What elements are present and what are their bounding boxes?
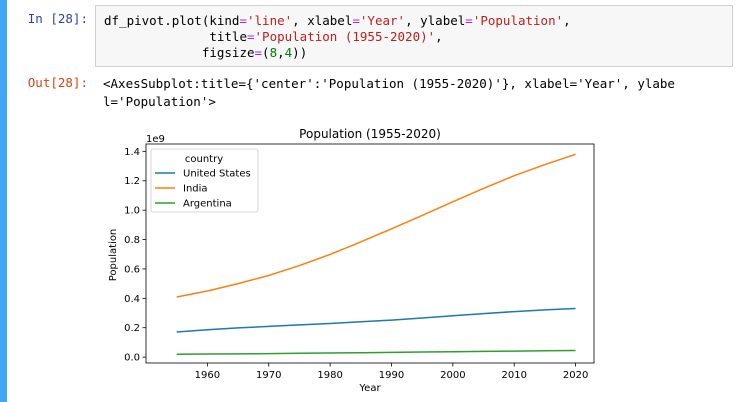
x-tick-label: 1960 <box>195 370 220 381</box>
x-tick-label: 2020 <box>563 370 588 381</box>
series-line-india <box>176 153 576 298</box>
legend: country United States India Argentina <box>150 148 259 213</box>
y-axis-offset-label: 1e9 <box>146 134 165 145</box>
output-prompt: Out[28]: <box>27 75 88 90</box>
x-tick-label: 2000 <box>440 370 465 381</box>
legend-entry-label: United States <box>183 169 251 180</box>
legend-entry-label: India <box>183 184 208 195</box>
code-cell-editor[interactable]: df_pivot.plot(kind='line', xlabel='Year'… <box>95 5 733 67</box>
x-tick-label: 1990 <box>379 370 404 381</box>
x-tick-label: 1970 <box>256 370 281 381</box>
x-tick-label: 2010 <box>501 370 526 381</box>
y-tick-label: 1.2 <box>124 176 140 187</box>
y-tick-label: 0.0 <box>124 353 140 364</box>
x-axis-ticks: 1960 1970 1980 1990 2000 2010 2020 <box>195 363 588 381</box>
y-tick-label: 0.8 <box>124 235 140 246</box>
series-line-argentina <box>176 349 576 356</box>
y-tick-label: 1.4 <box>124 147 140 158</box>
code-text[interactable]: df_pivot.plot(kind='line', xlabel='Year'… <box>104 13 571 60</box>
series-lines <box>176 153 576 356</box>
legend-title: country <box>185 154 223 165</box>
y-tick-label: 0.6 <box>124 264 140 275</box>
x-axis-label: Year <box>358 383 381 394</box>
x-tick-label: 1980 <box>317 370 342 381</box>
legend-entry-label: Argentina <box>183 199 232 210</box>
output-text: <AxesSubplot:title={'center':'Population… <box>103 76 675 109</box>
series-line-united-states <box>176 307 576 333</box>
y-axis-ticks: 0.0 0.2 0.4 0.6 0.8 1.0 1.2 1.4 <box>124 147 146 364</box>
y-tick-label: 1.0 <box>124 206 140 217</box>
input-prompt: In [28]: <box>27 11 88 26</box>
population-line-chart: Population (1955-2020) 1e9 1960 1970 1980 1… <box>108 127 595 394</box>
y-axis-label: Population <box>108 229 119 282</box>
y-tick-label: 0.2 <box>124 323 140 334</box>
chart-title: Population (1955-2020) <box>299 127 441 141</box>
y-tick-label: 0.4 <box>124 294 140 305</box>
legend-frame <box>150 148 259 213</box>
cell-selection-border <box>0 0 7 402</box>
axes-frame <box>145 143 595 364</box>
